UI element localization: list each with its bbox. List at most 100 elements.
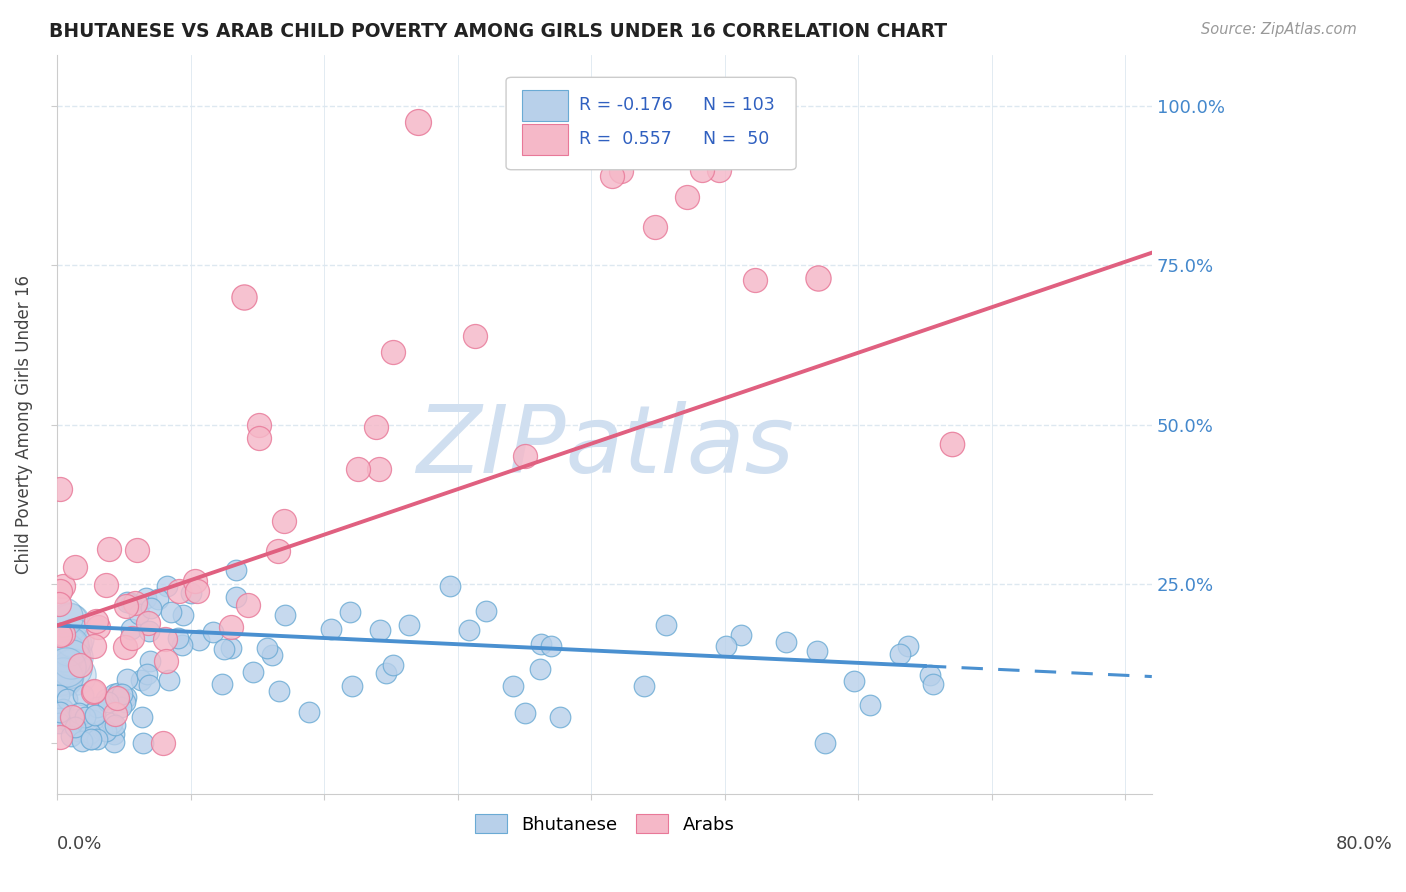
Point	[339, 605, 361, 619]
Point	[138, 615, 160, 630]
Point	[319, 622, 342, 636]
Point	[676, 189, 699, 203]
Point	[529, 637, 551, 651]
Point	[48, 669, 70, 683]
FancyBboxPatch shape	[506, 78, 796, 169]
Point	[138, 677, 160, 691]
Point	[83, 708, 105, 723]
Point	[132, 736, 155, 750]
Point	[364, 420, 387, 434]
Point	[889, 647, 911, 661]
Y-axis label: Child Poverty Among Girls Under 16: Child Poverty Among Girls Under 16	[15, 276, 32, 574]
Point	[610, 164, 633, 178]
Point	[58, 640, 80, 654]
Point	[84, 614, 107, 628]
Point	[169, 584, 191, 599]
Text: ZIPatlas: ZIPatlas	[416, 401, 793, 492]
Point	[49, 659, 72, 673]
Point	[114, 640, 136, 655]
Point	[97, 542, 120, 557]
Point	[714, 639, 737, 653]
Point	[120, 596, 142, 610]
Text: BHUTANESE VS ARAB CHILD POVERTY AMONG GIRLS UNDER 16 CORRELATION CHART: BHUTANESE VS ARAB CHILD POVERTY AMONG GI…	[49, 22, 948, 41]
Point	[340, 679, 363, 693]
Point	[842, 673, 865, 688]
Point	[382, 657, 405, 672]
Point	[124, 596, 146, 610]
Point	[139, 654, 162, 668]
Point	[110, 699, 132, 714]
Point	[80, 732, 103, 747]
Point	[155, 655, 177, 669]
Point	[82, 714, 104, 728]
Point	[87, 620, 110, 634]
Point	[82, 685, 104, 699]
Point	[690, 162, 713, 177]
Point	[52, 702, 75, 716]
Point	[184, 574, 207, 589]
Point	[266, 544, 288, 558]
Point	[375, 665, 398, 680]
FancyBboxPatch shape	[523, 90, 568, 121]
Point	[273, 514, 295, 528]
Point	[172, 608, 194, 623]
Point	[56, 691, 79, 706]
Point	[152, 736, 174, 750]
Text: N = 103: N = 103	[703, 96, 775, 114]
Point	[115, 672, 138, 686]
Point	[160, 605, 183, 619]
Point	[107, 686, 129, 700]
Point	[918, 667, 941, 681]
Point	[129, 673, 152, 687]
Point	[97, 695, 120, 709]
Point	[103, 687, 125, 701]
Point	[730, 628, 752, 642]
Point	[62, 650, 84, 665]
Point	[48, 597, 70, 611]
Point	[225, 590, 247, 604]
FancyBboxPatch shape	[523, 124, 568, 155]
Point	[105, 690, 128, 705]
Text: Source: ZipAtlas.com: Source: ZipAtlas.com	[1201, 22, 1357, 37]
Point	[120, 623, 142, 637]
Point	[600, 169, 623, 183]
Point	[59, 615, 82, 630]
Point	[60, 661, 83, 675]
Point	[115, 595, 138, 609]
Point	[513, 449, 536, 463]
Point	[56, 615, 79, 630]
Point	[859, 698, 882, 712]
Point	[103, 727, 125, 741]
Point	[60, 710, 83, 724]
Point	[941, 437, 963, 451]
Point	[464, 328, 486, 343]
Text: R =  0.557: R = 0.557	[579, 130, 672, 148]
Point	[439, 579, 461, 593]
Text: N =  50: N = 50	[703, 130, 769, 148]
Point	[806, 644, 828, 658]
Point	[139, 601, 162, 615]
Point	[72, 688, 94, 702]
Point	[188, 632, 211, 647]
Point	[48, 688, 70, 702]
Point	[548, 709, 571, 723]
Point	[707, 162, 730, 177]
Point	[94, 578, 117, 592]
Point	[644, 219, 666, 234]
Point	[91, 723, 114, 738]
Point	[211, 677, 233, 691]
Point	[131, 710, 153, 724]
Point	[159, 673, 181, 688]
Point	[86, 699, 108, 714]
Point	[111, 687, 134, 701]
Point	[513, 706, 536, 720]
Point	[236, 599, 259, 613]
Point	[529, 662, 551, 676]
Point	[69, 658, 91, 673]
Point	[52, 667, 75, 681]
Point	[94, 692, 117, 706]
Point	[256, 640, 278, 655]
Point	[921, 677, 943, 691]
Point	[128, 607, 150, 621]
Point	[80, 732, 103, 747]
